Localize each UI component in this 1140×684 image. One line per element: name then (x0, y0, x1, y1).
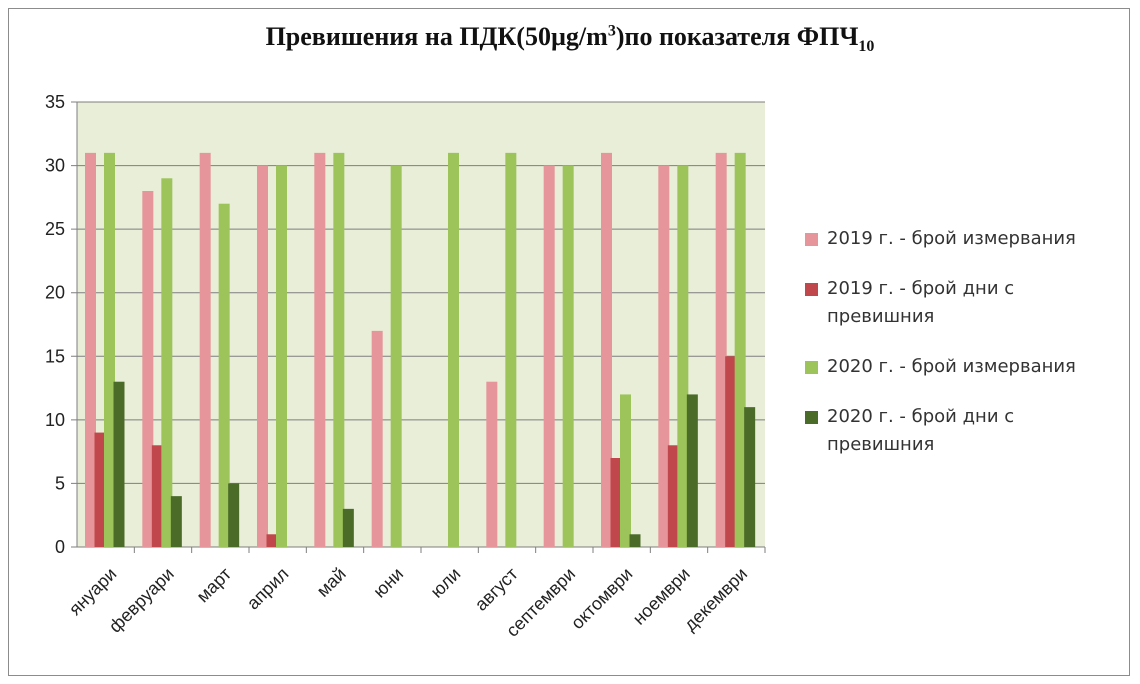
bar (610, 458, 622, 547)
bar (562, 165, 574, 548)
bar (276, 165, 287, 548)
bar (601, 152, 612, 547)
bar (448, 152, 459, 547)
bar (620, 394, 631, 547)
x-tick-label: юли (427, 564, 465, 602)
title-superscript: 3 (607, 22, 616, 40)
bar (266, 534, 278, 547)
bar (543, 165, 555, 548)
bar (151, 445, 163, 547)
title-text: Превишения на ПДК(50µg/m (265, 22, 608, 51)
bar (715, 152, 727, 547)
legend-item-2019-measurements: 2019 г. - брой измервания (805, 225, 1125, 253)
legend-swatch (805, 233, 818, 246)
bar (686, 394, 698, 547)
bar (85, 152, 96, 547)
bar (486, 381, 498, 547)
bar (677, 165, 689, 548)
y-tick-label: 5 (55, 473, 65, 493)
title-subscript: 10 (858, 38, 875, 56)
legend-item-2019-exceedance-days: 2019 г. - брой дни с превишния (805, 275, 1125, 331)
legend-label: 2019 г. - брой измервания (827, 228, 1076, 249)
y-tick-label: 15 (45, 346, 65, 366)
y-tick-label: 20 (45, 283, 65, 303)
bar (725, 356, 737, 547)
title-text-continued: )по показателя ФПЧ (615, 22, 859, 51)
bar (667, 445, 679, 547)
x-tick-label: август (471, 564, 522, 615)
x-tick-label: април (243, 564, 293, 614)
bar (333, 152, 345, 547)
legend-item-2020-exceedance-days: 2020 г. - брой дни с превишния (805, 403, 1125, 459)
bar (314, 152, 326, 547)
y-tick-label: 10 (45, 410, 65, 430)
bar (734, 152, 746, 547)
x-tick-label: юни (369, 564, 407, 602)
bar (104, 152, 115, 547)
chart-title: Превишения на ПДК(50µg/m3)по показателя … (140, 22, 1000, 56)
legend-label: 2019 г. - брой дни с превишния (827, 278, 1015, 327)
bar (257, 165, 268, 548)
bar (390, 165, 402, 548)
bar (658, 165, 670, 548)
legend-swatch (805, 283, 818, 296)
legend-swatch (805, 361, 818, 374)
y-tick-label: 0 (55, 537, 65, 557)
x-tick-label: май (313, 564, 350, 601)
bar (170, 496, 182, 547)
x-tick-label: октомври (567, 564, 636, 633)
y-tick-label: 30 (45, 156, 65, 176)
x-tick-label: март (193, 564, 236, 607)
bar (371, 330, 383, 547)
bar (342, 508, 354, 547)
x-tick-label: декември (680, 564, 751, 635)
legend-item-2020-measurements: 2020 г. - брой измервания (805, 353, 1125, 381)
legend-label: 2020 г. - брой измервания (827, 356, 1076, 377)
bar (629, 534, 641, 547)
legend-label: 2020 г. - брой дни с превишния (827, 406, 1015, 455)
bar (142, 191, 154, 547)
legend-swatch (805, 411, 818, 424)
bar (94, 432, 106, 547)
bar (505, 152, 517, 547)
bar (228, 483, 240, 547)
bar (199, 152, 211, 547)
bar (113, 381, 125, 547)
x-tick-label: януари (65, 564, 121, 620)
y-tick-label: 25 (45, 219, 65, 239)
bar (218, 203, 230, 547)
y-tick-label: 35 (45, 92, 65, 112)
bar (161, 178, 173, 548)
bar (744, 407, 756, 547)
plot-area (77, 102, 765, 547)
legend: 2019 г. - брой измервания 2019 г. - брой… (805, 225, 1125, 481)
